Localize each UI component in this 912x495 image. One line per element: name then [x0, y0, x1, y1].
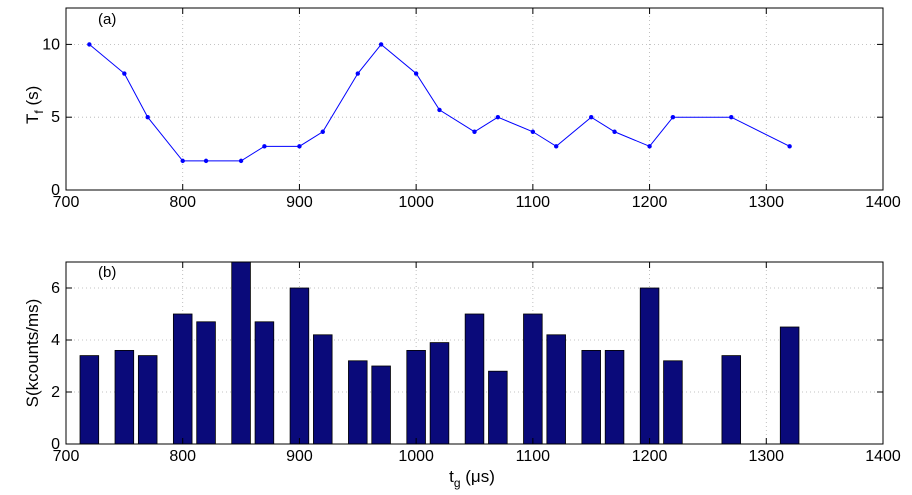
panel-a-ticks: 700 800 900 1000 1100 1200 1300 1400 0 5 10: [42, 8, 901, 211]
panel-a-grid: [66, 8, 883, 190]
panel-b-bars: [79, 261, 800, 445]
panel-a-data-point: [378, 42, 384, 47]
panel-b-xtick-label: 1000: [398, 448, 434, 465]
panel-a-data-point: [530, 129, 536, 134]
panel-a-xtick-label: 1400: [865, 194, 901, 211]
panel-b-xtick-label: 800: [169, 448, 196, 465]
panel-b-ytick-label: 6: [51, 280, 60, 297]
panel-a-xtick-label: 900: [286, 194, 313, 211]
panel-b-bar: [313, 334, 333, 445]
panel-a-xtick-label: 1000: [398, 194, 434, 211]
panel-b-bar: [581, 349, 601, 445]
panel-a-data-point: [413, 71, 419, 76]
panel-a-data-point: [787, 144, 792, 149]
panel-a-ytick-label: 10: [42, 36, 60, 53]
panel-b-bar: [137, 355, 158, 445]
panel-a-data-point: [180, 158, 185, 164]
panel-b-bar: [488, 370, 508, 445]
panel-a-frame: [65, 7, 884, 191]
panel-a-data-point: [238, 158, 244, 164]
panel-b-xtick-label: 1100: [516, 448, 551, 465]
panel-b-ytick-label: 0: [51, 436, 60, 453]
panel-b-xtick-label: 1200: [632, 448, 668, 465]
panel-a-data-point: [589, 115, 594, 120]
panel-a-data-point: [203, 158, 209, 164]
panel-a-data-point: [122, 71, 127, 76]
panel-b-bar: [779, 326, 800, 445]
panel-a-data-point: [647, 144, 652, 149]
panel-b-bar: [254, 321, 275, 445]
panel-b-bar: [604, 349, 625, 445]
panel-a-data-point: [87, 42, 92, 47]
panel-b-ytick-label: 4: [51, 332, 60, 349]
panel-a-data-point: [262, 144, 267, 149]
panel-b-bar: [721, 355, 742, 445]
panel-a-series-line: [89, 43, 790, 162]
panel-a-data-point: [495, 115, 501, 120]
panel-a-data-point: [297, 144, 302, 149]
panel-b-frame: [65, 261, 884, 445]
panel-a-xtick-label: 800: [169, 194, 196, 211]
panel-a-data-point: [554, 144, 559, 149]
panel-b-xtick-label: 700: [53, 448, 80, 465]
panel-b-bar: [429, 342, 450, 445]
panel-a-series: [87, 42, 792, 164]
panel-a-data-point: [670, 115, 676, 120]
panel-a-ylabel: Tf (s): [23, 86, 46, 124]
panel-b-bar: [196, 321, 216, 445]
panel-a-xtick-label: 1300: [748, 194, 784, 211]
panel-b-bar: [546, 334, 566, 445]
panel-b-bar: [371, 365, 391, 445]
panel-a-data-point: [320, 129, 325, 134]
panel-b-xtick-label: 1400: [865, 448, 901, 465]
panel-a-xtick-label: 1200: [632, 194, 668, 211]
panel-b-bar: [663, 360, 683, 445]
panel-a-data-point: [355, 71, 360, 76]
panel-a-xtick-label: 1100: [516, 194, 551, 211]
panel-b-ytick-label: 2: [51, 384, 60, 401]
panel-a-xtick-label: 700: [53, 194, 80, 211]
panel-a-line-chart: 700 800 900 1000 1100 1200 1300 1400 0 5 10 (a) Tf…: [23, 7, 901, 211]
panel-b-bar: [523, 313, 543, 445]
panel-b-xtick-label: 1300: [748, 448, 784, 465]
panel-b-bar: [114, 349, 135, 445]
panel-b-xlabel: tg (μs): [449, 467, 495, 490]
panel-b-xtick-label: 900: [286, 448, 313, 465]
panel-a-data-point: [612, 129, 617, 134]
panel-b-bar: [172, 313, 193, 445]
panel-a-ytick-label: 0: [51, 182, 60, 199]
panel-a-data-point: [145, 115, 150, 120]
panel-b-bar: [289, 287, 310, 445]
panel-b-bar: [406, 349, 426, 445]
panel-b-bar: [464, 313, 485, 445]
panel-b-label: (b): [98, 264, 116, 281]
panel-a-label: (a): [98, 11, 116, 28]
panel-b-bar-chart: 700 800 900 1000 1100 1200 1300 1400 0 2 4 6 (b) S(…: [23, 261, 901, 490]
panel-b-bar: [79, 355, 100, 445]
panel-b-bar: [639, 287, 660, 445]
panel-b-bar: [348, 360, 368, 445]
panel-a-data-point: [437, 107, 442, 113]
panel-a-data-point: [729, 115, 734, 120]
panel-a-data-point: [472, 129, 477, 134]
panel-b-ticks: 700 800 900 1000 1100 1200 1300 1400 0 2 4 6: [51, 262, 901, 465]
panel-b-ylabel: S(kcounts/ms): [23, 299, 42, 408]
panel-a-ytick-label: 5: [51, 109, 60, 126]
panel-b-bar: [231, 261, 251, 445]
